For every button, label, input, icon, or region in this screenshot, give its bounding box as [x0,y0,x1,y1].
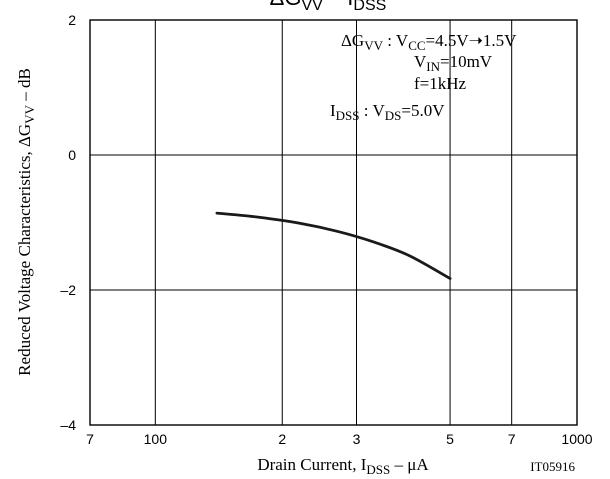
annotation-line-4: IDSS : VDS=5.0V [330,101,445,123]
x-tick-label: 5 [446,431,454,447]
chart-title: ΔGVV – IDSS [270,0,387,14]
annotation-line-3: f=1kHz [414,74,467,93]
y-tick-label: 0 [68,147,76,163]
x-tick-label: 7 [86,431,94,447]
conditions-annotation: ΔGVV : VCC=4.5V➝1.5V VIN=10mV f=1kHz IDS… [330,31,517,123]
x-tick-label: 7 [508,431,516,447]
grid-lines [90,20,577,425]
y-tick-label: 2 [68,12,76,28]
x-tick-label: 100 [144,431,168,447]
y-axis-label: Reduced Voltage Characteristics, ΔGVV – … [15,68,37,376]
annotation-line-1: ΔGVV : VCC=4.5V➝1.5V [341,31,517,53]
figure-code: IT05916 [530,459,575,474]
annotation-line-2: VIN=10mV [414,52,493,74]
x-tick-label: 3 [353,431,361,447]
plot-frame [89,19,578,426]
y-tick-label: –4 [60,417,76,433]
x-tick-label: 1000 [561,431,592,447]
y-tick-label: –2 [60,282,76,298]
x-tick-label: 2 [278,431,286,447]
series-line [215,211,452,280]
x-axis-label: Drain Current, IDSS – μA [257,455,429,477]
x-tick-labels: 7 100 2 3 5 7 1000 [86,431,593,447]
y-tick-labels: 2 0 –2 –4 [60,12,76,433]
